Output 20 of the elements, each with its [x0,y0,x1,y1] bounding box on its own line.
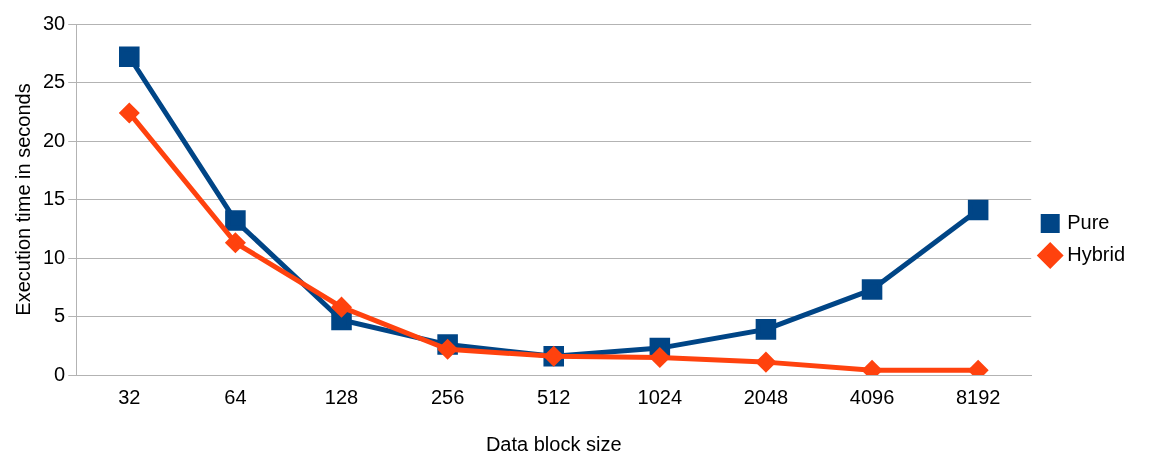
x-tick-label: 4096 [849,385,895,408]
x-tick-label: 512 [537,385,571,408]
x-tick-label: 256 [430,385,465,408]
y-tick-label: 5 [54,304,66,327]
legend-label: Pure [1067,211,1110,234]
x-tick-label: 32 [118,385,141,408]
y-axis-title: Execution time in seconds [11,83,34,316]
x-tick-label: 64 [224,385,247,408]
y-tick-label: 15 [43,187,66,210]
y-tick-label: 25 [43,70,66,93]
x-tick-label: 2048 [743,385,789,408]
y-tick-label: 10 [43,245,66,268]
y-tick-label: 0 [54,362,66,385]
x-tick-label: 128 [324,385,359,408]
y-tick-label: 20 [43,128,66,151]
x-tick-label: 1024 [637,385,683,408]
x-axis-title: Data block size [485,432,622,455]
legend-label: Hybrid [1067,243,1125,266]
x-tick-label: 8192 [955,385,1001,408]
y-tick-label: 30 [43,11,66,34]
